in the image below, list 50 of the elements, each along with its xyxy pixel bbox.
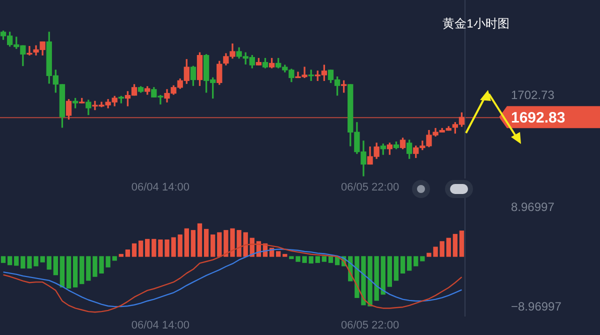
bar bbox=[112, 256, 117, 261]
bar bbox=[452, 234, 458, 257]
bar bbox=[420, 256, 425, 262]
bar bbox=[204, 228, 209, 257]
bar bbox=[60, 256, 65, 288]
bar bbox=[14, 256, 19, 266]
y-tick-label: 1692.83 bbox=[511, 109, 566, 126]
bar bbox=[414, 256, 418, 266]
bar bbox=[400, 256, 406, 274]
bar bbox=[46, 256, 52, 270]
bar bbox=[374, 256, 379, 301]
bar bbox=[86, 256, 91, 281]
bar bbox=[380, 256, 386, 295]
bar bbox=[7, 256, 12, 266]
bar bbox=[118, 254, 124, 257]
bar bbox=[387, 256, 392, 287]
bar bbox=[217, 232, 222, 257]
bar bbox=[66, 256, 72, 289]
x-tick-label: 06/05 22:00 bbox=[340, 320, 400, 332]
bar bbox=[80, 256, 84, 284]
bar bbox=[190, 230, 196, 257]
y-tick-label: 1702.73 bbox=[511, 88, 555, 102]
bar bbox=[328, 256, 334, 263]
bar bbox=[282, 254, 288, 257]
bar bbox=[152, 238, 156, 257]
x-tick-label: 06/04 14:00 bbox=[131, 320, 190, 332]
bar bbox=[315, 256, 320, 263]
bar bbox=[178, 234, 182, 257]
bar bbox=[72, 256, 78, 288]
bar bbox=[197, 223, 202, 257]
y-tick-label: −8.96997 bbox=[511, 300, 562, 314]
x-tick-label: 06/04 14:00 bbox=[131, 182, 190, 194]
bar bbox=[276, 251, 281, 257]
bar bbox=[459, 230, 464, 257]
x-tick-label: 06/05 22:00 bbox=[340, 182, 400, 194]
bar bbox=[0, 256, 6, 263]
bar bbox=[132, 243, 137, 257]
bar bbox=[138, 240, 144, 257]
bar bbox=[125, 249, 130, 257]
bar bbox=[145, 238, 150, 257]
bar bbox=[322, 256, 327, 262]
bar bbox=[210, 234, 216, 257]
bar bbox=[184, 228, 189, 257]
bar bbox=[407, 256, 412, 271]
bar bbox=[446, 238, 451, 257]
bar bbox=[308, 256, 314, 264]
bar bbox=[53, 256, 58, 276]
bar bbox=[394, 256, 399, 281]
text: 黄金1小时图 bbox=[442, 16, 510, 30]
y-tick-label: 8.96997 bbox=[511, 200, 555, 214]
